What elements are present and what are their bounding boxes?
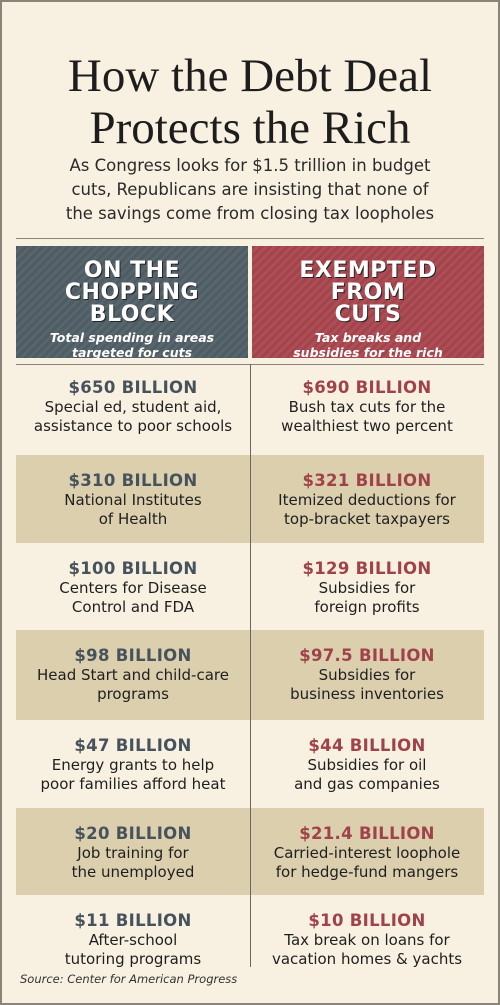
amount: $100 BILLION xyxy=(68,559,198,578)
table-cell: $97.5 BILLION Subsidies for business inven… xyxy=(250,646,484,704)
table-cell: $44 BILLION Subsidies for oil and gas comp… xyxy=(250,736,484,794)
subtitle-line: cuts, Republicans are insisting that non… xyxy=(71,180,429,199)
table-cell: $11 BILLION After-school tutoring programs xyxy=(16,911,250,969)
description-line: Energy grants to help xyxy=(51,756,215,774)
description-line: Subsidies for xyxy=(318,666,416,684)
description-line: tutoring programs xyxy=(64,950,202,968)
description-line: Job training for xyxy=(77,844,189,862)
description-line: Head Start and child-care xyxy=(37,666,229,684)
amount: $21.4 BILLION xyxy=(299,824,435,843)
amount: $44 BILLION xyxy=(308,736,426,755)
table-cell: $100 BILLION Centers for Disease Control a… xyxy=(16,559,250,617)
table-row: $100 BILLION Centers for Disease Control a… xyxy=(16,543,484,630)
column-note: subsidies for the rich xyxy=(293,345,443,360)
column-divider xyxy=(250,364,251,967)
table-cell: $650 BILLION Special ed, student aid, assi… xyxy=(16,378,250,436)
column-heading: ON THE xyxy=(83,258,181,283)
amount: $97.5 BILLION xyxy=(299,646,435,665)
description-line: assistance to poor schools xyxy=(33,417,233,435)
amount: $98 BILLION xyxy=(74,646,192,665)
description-line: poor families afford heat xyxy=(40,775,226,793)
table-row: $650 BILLION Special ed, student aid, assi… xyxy=(16,364,484,455)
description-line: Centers for Disease xyxy=(59,579,207,597)
description-line: Itemized deductions for xyxy=(278,491,456,509)
description-line: vacation homes & yachts xyxy=(271,950,463,968)
description-line: wealthiest two percent xyxy=(281,417,453,435)
description-line: and gas companies xyxy=(294,775,440,793)
column-heading: CHOPPING xyxy=(64,280,200,305)
table-row: $11 BILLION After-school tutoring programs… xyxy=(16,895,484,969)
column-heading: FROM xyxy=(330,280,406,305)
table-cell: $690 BILLION Bush tax cuts for the wealthi… xyxy=(250,378,484,436)
column-note: Tax breaks and xyxy=(314,330,422,345)
amount: $690 BILLION xyxy=(302,378,432,397)
amount: $10 BILLION xyxy=(308,911,426,930)
table-cell: $129 BILLION Subsidies for foreign profits xyxy=(250,559,484,617)
table-cell: $98 BILLION Head Start and child-care prog… xyxy=(16,646,250,704)
table-cell: $10 BILLION Tax break on loans for vacatio… xyxy=(250,911,484,969)
amount: $47 BILLION xyxy=(74,736,192,755)
amount: $129 BILLION xyxy=(302,559,432,578)
description-line: Tax break on loans for xyxy=(284,931,450,949)
table-cell: $47 BILLION Energy grants to help poor fam… xyxy=(16,736,250,794)
column-note: Total spending in areas xyxy=(49,330,215,345)
description-line: for hedge-fund mangers xyxy=(275,863,459,881)
table-cell: $321 BILLION Itemized deductions for top-b… xyxy=(250,471,484,529)
table-row: $47 BILLION Energy grants to help poor fam… xyxy=(16,720,484,808)
table-cell: $20 BILLION Job training for the unemploye… xyxy=(16,824,250,882)
description-line: Subsidies for xyxy=(318,579,416,597)
description-line: Special ed, student aid, xyxy=(44,398,222,416)
amount: $321 BILLION xyxy=(302,471,432,490)
description-line: Bush tax cuts for the xyxy=(288,398,446,416)
column-heading: EXEMPTED xyxy=(299,258,437,283)
description-line: Subsidies for oil xyxy=(307,756,427,774)
description-line: the unemployed xyxy=(71,863,195,881)
source: Source: Center for American Progress xyxy=(20,972,238,986)
column-note: targeted for cuts xyxy=(71,345,193,360)
table-cell: $21.4 BILLION Carried-interest loophole fo… xyxy=(250,824,484,882)
amount: $650 BILLION xyxy=(68,378,198,397)
subtitle-line: the savings come from closing tax loopho… xyxy=(65,204,435,223)
description-line: foreign profits xyxy=(314,598,420,616)
amount: $11 BILLION xyxy=(74,911,192,930)
column-header: EXEMPTED FROM CUTS Tax breaks and subsidies … xyxy=(252,246,484,360)
column-header: ON THE CHOPPING BLOCK Total spending in are… xyxy=(16,246,248,360)
amount: $20 BILLION xyxy=(74,824,192,843)
column-heading: CUTS xyxy=(334,302,402,327)
description-line: After-school xyxy=(88,931,178,949)
rule xyxy=(16,238,484,239)
column-heading: BLOCK xyxy=(89,302,175,327)
description-line: Carried-interest loophole xyxy=(273,844,461,862)
description-line: business inventories xyxy=(290,685,444,703)
amount: $310 BILLION xyxy=(68,471,198,490)
description-line: of Health xyxy=(98,510,168,528)
description-line: programs xyxy=(97,685,169,703)
subtitle-line: As Congress looks for $1.5 trillion in b… xyxy=(69,156,431,175)
description-line: top-bracket taxpayers xyxy=(284,510,450,528)
title-line: Protects the Rich xyxy=(89,102,411,154)
description-line: Control and FDA xyxy=(71,598,195,616)
title-line: How the Debt Deal xyxy=(67,50,433,102)
table-cell: $310 BILLION National Institutes of Health xyxy=(16,471,250,529)
description-line: National Institutes xyxy=(64,491,202,509)
